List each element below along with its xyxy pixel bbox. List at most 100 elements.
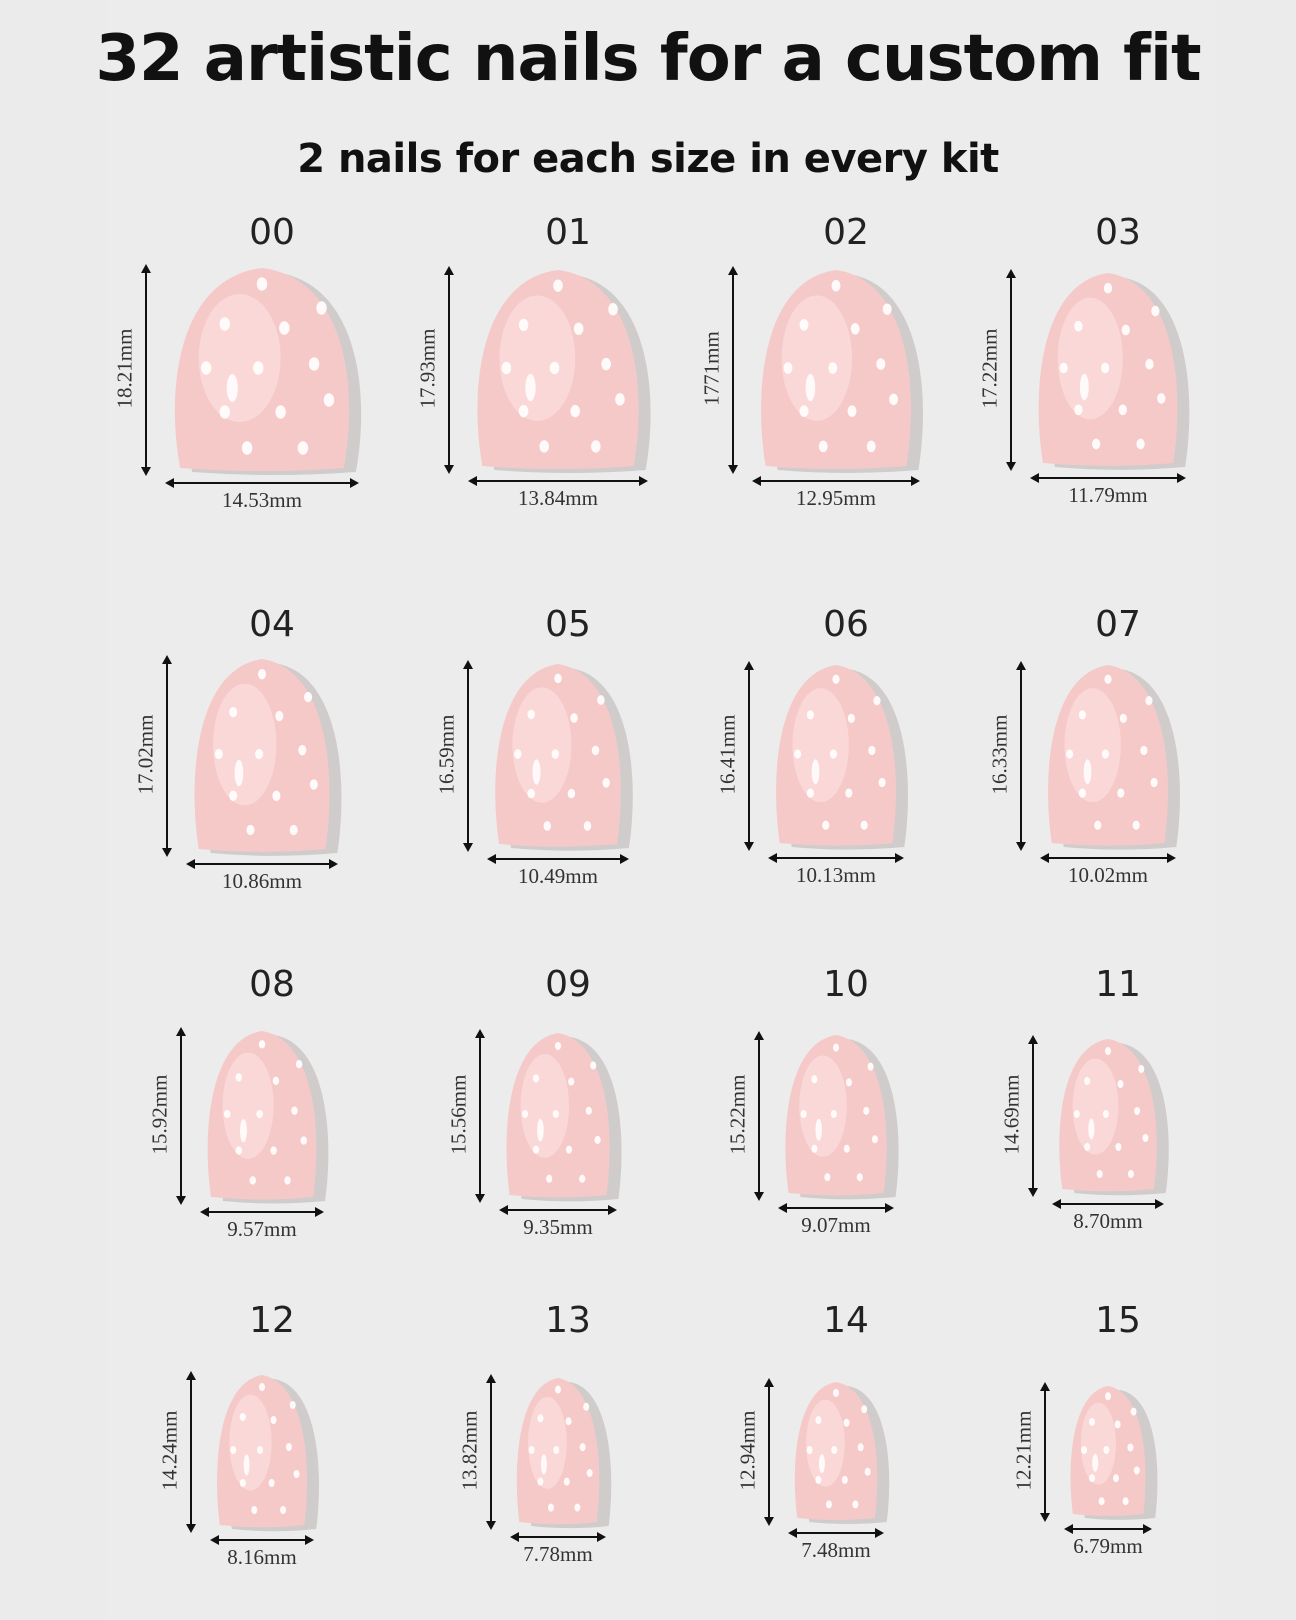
polka-dot (1089, 1474, 1095, 1483)
polka-dot (591, 745, 600, 756)
nail-image (1034, 273, 1202, 471)
polka-dot (1066, 749, 1074, 759)
polka-dot (549, 361, 560, 375)
polka-dot (527, 788, 535, 799)
polka-dot (845, 1078, 852, 1087)
polka-dot (799, 319, 809, 331)
length-arrow (1016, 661, 1026, 851)
polka-dot (1118, 404, 1127, 416)
length-arrow (744, 661, 754, 851)
nail-shine (226, 374, 238, 402)
polka-dot (291, 1106, 298, 1115)
nail-image (472, 270, 664, 474)
nail-size-number: 13 (545, 1300, 591, 1341)
nail-width-label: 13.84mm (518, 486, 598, 510)
polka-dot (1122, 1497, 1129, 1506)
polka-dot (537, 1477, 544, 1486)
length-arrow (764, 1378, 774, 1526)
polka-dot (1098, 1497, 1105, 1506)
nail-shine (525, 373, 536, 402)
polka-dot (308, 357, 320, 371)
polka-dot (1117, 1080, 1124, 1088)
polka-dot (518, 318, 529, 332)
width-arrow (778, 1203, 894, 1213)
polka-dot (251, 1506, 258, 1514)
polka-dot (528, 1446, 535, 1454)
width-arrow (200, 1207, 324, 1217)
nail-shine (1092, 1453, 1099, 1472)
polka-dot (285, 1443, 292, 1451)
polka-dot (1105, 1392, 1111, 1401)
nail-size-number: 02 (823, 212, 869, 253)
nail-length-label: 12.94mm (735, 1410, 760, 1491)
polka-dot (565, 1145, 573, 1154)
nail-size-number: 01 (545, 212, 591, 253)
nail-size-number: 12 (249, 1300, 295, 1341)
polka-dot (553, 279, 563, 292)
polka-dot (255, 748, 264, 760)
polka-dot (239, 1479, 246, 1487)
polka-dot (861, 1405, 868, 1414)
length-arrow (1006, 269, 1016, 471)
polka-dot (1150, 777, 1158, 788)
polka-dot (818, 440, 828, 453)
polka-dot (1074, 404, 1083, 416)
nail-size-number: 06 (823, 604, 869, 645)
polka-dot (219, 317, 231, 331)
nail-size-card: 10 15.22mm 9.07mm (696, 960, 996, 1280)
polka-dot (570, 404, 581, 418)
polka-dot (309, 779, 318, 790)
polka-dot (501, 361, 512, 375)
nail-size-number: 08 (249, 964, 295, 1005)
polka-dot (850, 323, 860, 335)
polka-dot (1092, 438, 1101, 450)
nail-shine (805, 373, 816, 402)
polka-dot (882, 303, 892, 315)
polka-dot (590, 1061, 597, 1070)
length-arrow (728, 266, 738, 474)
polka-dot (284, 1176, 291, 1185)
nail-length-label: 15.56mm (446, 1074, 471, 1155)
polka-dot (843, 1144, 850, 1153)
nail-highlight (213, 683, 277, 806)
nail-length-label: 15.22mm (725, 1074, 750, 1155)
polka-dot (586, 1469, 593, 1478)
nail-width-label: 7.78mm (523, 1542, 593, 1566)
polka-dot (845, 788, 853, 798)
polka-dot (806, 1446, 813, 1454)
length-arrow (186, 1371, 196, 1533)
polka-dot (831, 1446, 838, 1454)
nail-width-label: 6.79mm (1073, 1534, 1143, 1558)
polka-dot (1103, 282, 1113, 294)
polka-dot (1114, 1420, 1121, 1429)
nail-size-card: 04 17.02mm 10.86mm (122, 600, 422, 920)
nail-size-number: 11 (1095, 964, 1141, 1005)
nail-size-number: 04 (249, 604, 295, 645)
nail-width-label: 10.02mm (1068, 863, 1148, 887)
polka-dot (270, 1416, 277, 1424)
polka-dot (1103, 1446, 1110, 1454)
polka-dot (295, 1060, 303, 1069)
nail-highlight (799, 1055, 847, 1157)
polka-dot (275, 710, 284, 722)
nail-width-label: 10.13mm (796, 863, 876, 887)
nail-image (514, 1378, 622, 1530)
nail-length-label: 18.21mm (112, 328, 137, 409)
nail-size-card: 12 14.24mm 8.16mm (122, 1296, 422, 1616)
polka-dot (214, 748, 223, 760)
nail-highlight (528, 1396, 567, 1489)
polka-dot (1089, 1417, 1095, 1426)
nail-size-card: 13 13.82mm 7.78mm (418, 1296, 718, 1616)
polka-dot (1127, 1170, 1134, 1178)
nail-size-card: 03 17.22mm 11.79mm (968, 208, 1268, 528)
polka-dot (867, 1062, 874, 1071)
nail-size-card: 05 16.59mm 10.49mm (418, 600, 718, 920)
polka-dot (532, 1145, 540, 1154)
polka-dot (570, 713, 578, 723)
polka-dot (1105, 1047, 1111, 1055)
polka-dot (1102, 1110, 1109, 1118)
polka-dot (230, 1446, 237, 1454)
width-arrow (165, 478, 359, 488)
polka-dot (833, 1388, 839, 1397)
